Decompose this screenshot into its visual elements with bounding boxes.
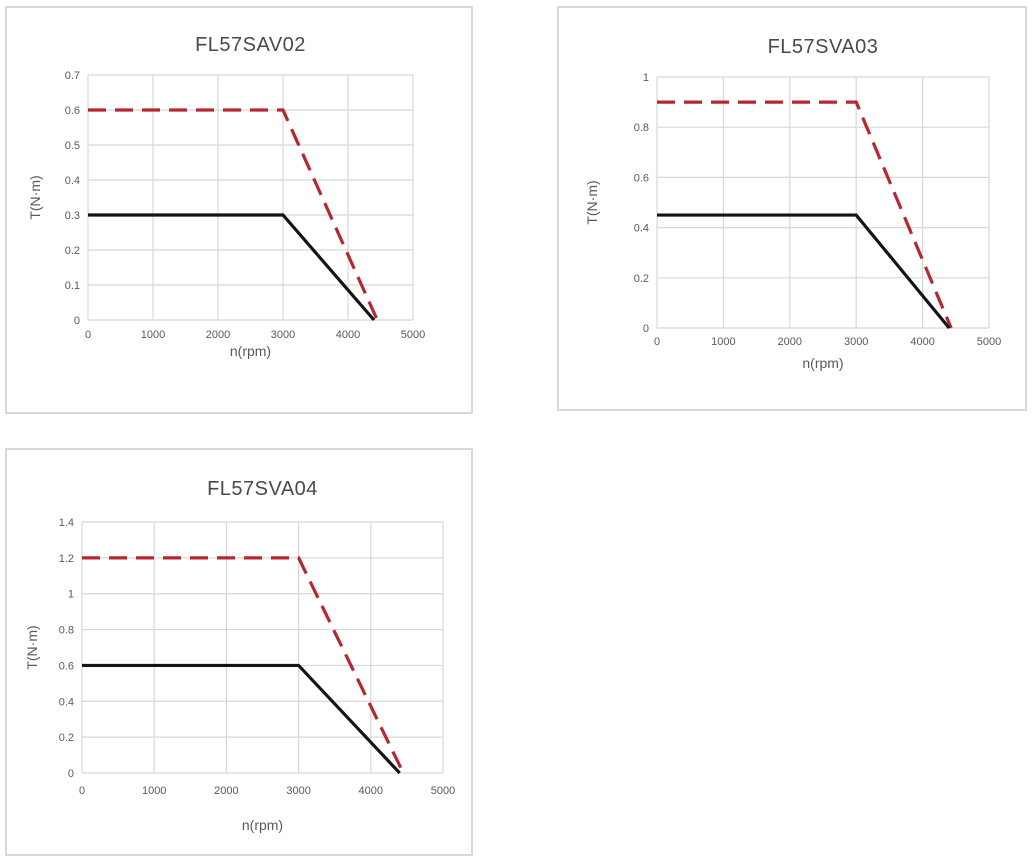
svg-text:0.8: 0.8	[634, 122, 649, 134]
svg-text:0.6: 0.6	[59, 660, 74, 672]
svg-text:n(rpm): n(rpm)	[242, 817, 283, 833]
chart-title: FL57SAV02	[195, 34, 306, 56]
svg-text:3000: 3000	[286, 785, 310, 797]
svg-text:0: 0	[643, 323, 649, 335]
svg-text:0.6: 0.6	[634, 172, 649, 184]
svg-text:0.1: 0.1	[65, 280, 80, 292]
svg-text:2000: 2000	[778, 336, 802, 348]
svg-text:0.2: 0.2	[634, 273, 649, 285]
svg-text:0.6: 0.6	[65, 105, 80, 117]
svg-text:4000: 4000	[910, 336, 934, 348]
chart-title: FL57SVA03	[767, 36, 879, 58]
svg-text:5000: 5000	[401, 329, 425, 341]
chart-card-fl57sav02: FL57SAV02 0 1000 2000 3000 4000 5000 0 0.1 0.2 0.…	[5, 6, 473, 414]
svg-text:0: 0	[79, 785, 85, 797]
svg-text:2000: 2000	[206, 329, 230, 341]
svg-text:4000: 4000	[336, 329, 360, 341]
svg-text:0.7: 0.7	[65, 70, 80, 82]
chart-card-fl57sva03: FL57SVA03 0 1000 2000 3000 4000 5000 0 0.2 0.4 0.…	[557, 6, 1027, 411]
svg-text:1000: 1000	[142, 785, 166, 797]
svg-text:2000: 2000	[214, 785, 238, 797]
svg-text:0: 0	[74, 315, 80, 327]
torque-speed-plot-fl57sav02: 0 1000 2000 3000 4000 5000 0 0.1 0.2 0.3 0.4 0.5 0.6…	[27, 70, 425, 359]
chart-title: FL57SVA04	[207, 478, 318, 500]
svg-text:0.4: 0.4	[634, 223, 649, 235]
svg-text:1: 1	[68, 589, 74, 601]
svg-text:0: 0	[68, 768, 74, 780]
svg-text:4000: 4000	[359, 785, 383, 797]
svg-text:1.4: 1.4	[59, 517, 74, 529]
torque-speed-plot-fl57sva04: 0 1000 2000 3000 4000 5000 0 0.2 0.4 0.6 0.8 1 1.2 1.…	[24, 517, 455, 833]
svg-text:n(rpm): n(rpm)	[230, 343, 271, 359]
svg-text:1000: 1000	[711, 336, 735, 348]
svg-text:0.4: 0.4	[59, 696, 74, 708]
svg-text:0: 0	[654, 336, 660, 348]
svg-text:1.2: 1.2	[59, 553, 74, 565]
svg-text:0: 0	[85, 329, 91, 341]
svg-text:T(N·m): T(N·m)	[24, 625, 40, 669]
svg-text:0.8: 0.8	[59, 625, 74, 637]
svg-text:n(rpm): n(rpm)	[802, 355, 843, 371]
svg-text:5000: 5000	[431, 785, 455, 797]
svg-text:0.4: 0.4	[65, 175, 80, 187]
chart-card-fl57sva04: FL57SVA04 0 1000 2000 3000 4000 5000 0 0.2 0.4 0.…	[5, 448, 473, 856]
svg-text:0.5: 0.5	[65, 140, 80, 152]
svg-text:1: 1	[643, 72, 649, 84]
torque-speed-plot-fl57sva03: 0 1000 2000 3000 4000 5000 0 0.2 0.4 0.6 0.8 1 n(rpm…	[584, 72, 1001, 371]
svg-text:T(N·m): T(N·m)	[27, 175, 43, 219]
svg-text:1000: 1000	[141, 329, 165, 341]
svg-text:T(N·m): T(N·m)	[584, 180, 600, 224]
svg-text:0.2: 0.2	[59, 732, 74, 744]
svg-text:5000: 5000	[977, 336, 1001, 348]
svg-text:3000: 3000	[844, 336, 868, 348]
svg-text:0.3: 0.3	[65, 210, 80, 222]
svg-text:0.2: 0.2	[65, 245, 80, 257]
svg-text:3000: 3000	[271, 329, 295, 341]
